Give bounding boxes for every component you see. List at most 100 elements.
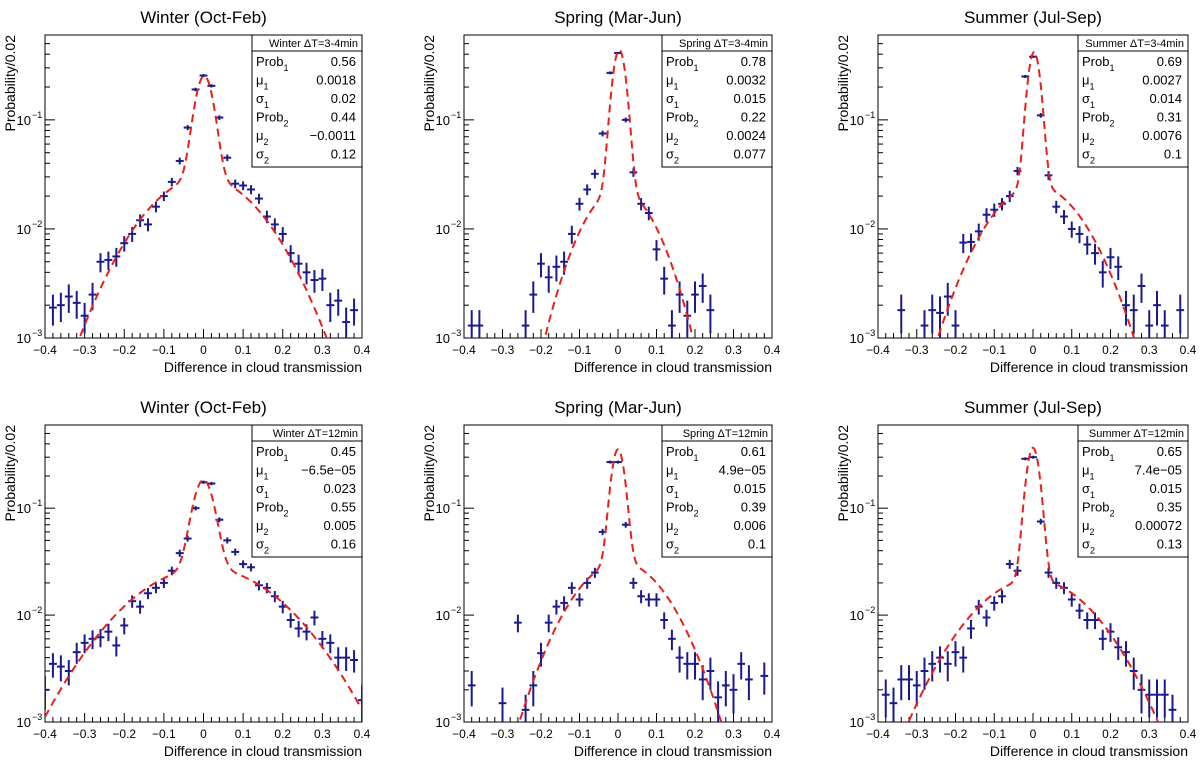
y-tick-label: 10 xyxy=(850,113,864,128)
x-tick-label: 0.3 xyxy=(725,727,742,741)
stats-row-label: σ2 xyxy=(1082,147,1095,166)
data-point xyxy=(737,652,746,680)
data-point xyxy=(1114,637,1123,661)
data-point xyxy=(668,310,676,338)
fit-curve xyxy=(518,448,723,722)
stats-row: μ2 0.006 xyxy=(666,518,766,537)
stats-row-value: 0.1 xyxy=(748,537,766,552)
data-point xyxy=(967,233,975,253)
stats-row-label: μ2 xyxy=(1082,128,1095,147)
y-tick-label: 10 xyxy=(17,715,31,730)
x-tick-label: −0.2 xyxy=(529,727,553,741)
data-point xyxy=(80,302,89,334)
stats-row-label: μ1 xyxy=(666,73,679,92)
stats-box-title: Summer ΔT=3-4min xyxy=(1085,38,1184,50)
data-point xyxy=(912,670,921,707)
stats-row-value: 0.0024 xyxy=(726,128,766,143)
x-tick-label: 0.3 xyxy=(314,343,331,357)
data-point xyxy=(151,201,160,213)
x-tick-label: −0.3 xyxy=(73,727,97,741)
data-series xyxy=(897,55,1185,338)
x-tick-label: 0.2 xyxy=(687,343,704,357)
stats-row: μ1 0.0018 xyxy=(256,73,356,92)
stats-row-label: Prob1 xyxy=(666,54,698,73)
x-tick-label: 0.1 xyxy=(648,727,665,741)
data-point xyxy=(159,578,168,589)
data-point xyxy=(1052,200,1061,214)
data-point xyxy=(310,610,319,626)
data-point xyxy=(537,253,545,278)
stats-row: μ2 0.005 xyxy=(256,518,356,537)
y-tick-exponent: −1 xyxy=(451,498,461,508)
chart-title: Summer (Jul-Sep) xyxy=(964,398,1102,417)
y-axis-label: Probability/0.02 xyxy=(2,35,18,132)
x-tick-label: 0.4 xyxy=(764,343,781,357)
data-point xyxy=(1114,256,1123,281)
y-axis-label: Probability/0.02 xyxy=(421,425,437,522)
stats-row-value: 0.69 xyxy=(1157,54,1182,69)
y-tick-exponent: −3 xyxy=(451,712,461,722)
data-point xyxy=(951,310,960,338)
stats-row-value: 0.1 xyxy=(1164,147,1182,162)
y-tick-exponent: −1 xyxy=(32,110,42,120)
data-point xyxy=(1129,294,1138,334)
data-point xyxy=(120,617,129,635)
x-tick-label: 0.2 xyxy=(274,727,291,741)
data-point xyxy=(920,310,929,338)
stats-row-value: 0.02 xyxy=(331,91,356,106)
y-tick-label: 10 xyxy=(17,222,31,237)
data-point xyxy=(286,613,295,628)
data-point xyxy=(151,582,160,594)
data-point xyxy=(223,154,232,162)
y-tick-label: 10 xyxy=(436,113,450,128)
stats-row-label: σ2 xyxy=(666,147,679,166)
data-point xyxy=(1160,679,1169,718)
data-point xyxy=(552,255,561,282)
data-point xyxy=(967,619,975,639)
fit-curve xyxy=(936,51,1136,338)
data-point xyxy=(302,262,311,285)
data-point xyxy=(72,642,81,664)
stats-row-label: σ2 xyxy=(256,537,269,556)
stats-row: σ1 0.014 xyxy=(1082,91,1182,110)
data-point xyxy=(1052,577,1061,589)
data-point xyxy=(1106,247,1115,269)
y-tick-exponent: −1 xyxy=(865,498,875,508)
stats-box: Winter ΔT=3-4min Prob1 0.56 μ1 0.0018 σ1 0.02 P… xyxy=(251,34,363,168)
stats-row-value: 0.61 xyxy=(741,444,766,459)
data-point xyxy=(691,281,699,313)
x-tick-label: 0 xyxy=(200,727,207,741)
data-point xyxy=(529,281,538,313)
data-point xyxy=(350,650,359,673)
stats-box-frame xyxy=(251,34,363,168)
data-point xyxy=(467,310,476,338)
data-point xyxy=(567,225,576,244)
data-point xyxy=(247,185,256,195)
stats-row-label: σ1 xyxy=(666,481,679,500)
data-point xyxy=(310,270,319,293)
stats-row-value: 0.023 xyxy=(323,481,356,496)
x-tick-label: 0.4 xyxy=(354,343,371,357)
data-point xyxy=(1137,674,1146,714)
panel-6: Summer (Jul-Sep) −0.4 −0.3 −0.2 −0.1 0 0.1 0.2 0… xyxy=(835,398,1197,759)
x-tick-label: −0.2 xyxy=(112,727,136,741)
x-tick-label: 0.1 xyxy=(235,727,252,741)
data-point xyxy=(326,634,335,654)
y-tick-label: 10 xyxy=(850,501,864,516)
data-point xyxy=(652,240,661,261)
stats-row-label: μ2 xyxy=(666,518,679,537)
x-tick-label: −0.4 xyxy=(33,343,57,357)
stats-row: σ1 0.023 xyxy=(256,481,356,500)
y-tick-exponent: −1 xyxy=(865,110,875,120)
stats-box-title: Winter ΔT=12min xyxy=(273,428,358,440)
stats-row: Prob1 0.65 xyxy=(1082,444,1182,463)
stats-row: σ2 0.1 xyxy=(666,537,766,556)
stats-row-label: Prob2 xyxy=(256,110,288,129)
y-tick-label: 10 xyxy=(17,608,31,623)
stats-row-value: 0.16 xyxy=(331,537,356,552)
data-point xyxy=(706,294,715,334)
stats-row-value: 0.44 xyxy=(331,110,356,125)
y-axis-label: Probability/0.02 xyxy=(835,35,851,132)
data-point xyxy=(1145,310,1154,338)
stats-row-value: −0.0011 xyxy=(310,128,356,143)
